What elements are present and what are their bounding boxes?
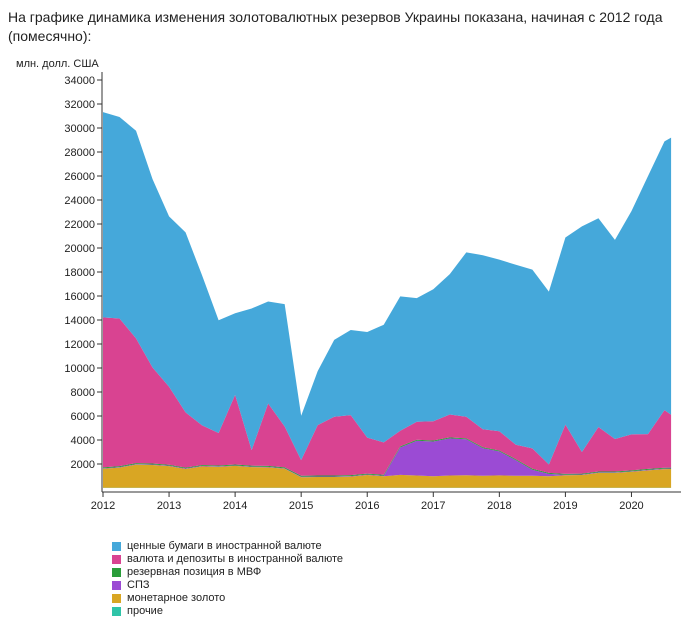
series-area-5	[103, 112, 672, 465]
y-tick-label-16: 34000	[64, 75, 95, 87]
y-tick-label-11: 24000	[64, 195, 95, 207]
legend-item-4: монетарное золото	[112, 592, 343, 605]
legend-item-1: валюта и депозиты в иностранной валюте	[112, 553, 343, 566]
legend-item-3: СПЗ	[112, 579, 343, 592]
x-tick-label-8: 2020	[619, 500, 643, 512]
y-tick-label-9: 20000	[64, 243, 95, 255]
legend-label-4: монетарное золото	[127, 592, 226, 604]
x-tick-label-5: 2017	[421, 500, 445, 512]
series-area-4	[103, 317, 672, 476]
stacked-area-chart: 2000 4000 6000 8000 10000 12000 14000 16000 1800…	[64, 72, 681, 512]
legend-label-1: валюта и депозиты в иностранной валюте	[127, 553, 344, 565]
legend-swatch-1	[112, 555, 121, 564]
legend-item-5: прочие	[112, 605, 343, 618]
y-tick-label-5: 12000	[64, 339, 95, 351]
y-tick-label-2: 6000	[71, 411, 95, 423]
x-tick-label-2: 2014	[223, 500, 247, 512]
legend-swatch-5	[112, 607, 121, 616]
legend-item-2: резервная позиция в МВФ	[112, 566, 343, 579]
x-tick-label-4: 2016	[355, 500, 379, 512]
legend-swatch-3	[112, 581, 121, 590]
y-tick-label-15: 32000	[64, 99, 95, 111]
chart-description: На графике динамика изменения золотовалю…	[8, 9, 663, 44]
legend-swatch-2	[112, 568, 121, 577]
y-tick-label-14: 30000	[64, 123, 95, 135]
y-tick-label-4: 10000	[64, 363, 95, 375]
series-area-1	[103, 464, 672, 488]
y-tick-label-3: 8000	[71, 387, 95, 399]
x-tick-label-6: 2018	[487, 500, 511, 512]
x-tick-label-3: 2015	[289, 500, 313, 512]
y-tick-label-6: 14000	[64, 315, 95, 327]
y-tick-label-1: 4000	[71, 435, 95, 447]
x-tick-label-0: 2012	[91, 500, 115, 512]
chart-legend: ценные бумаги в иностранной валюте валюта…	[112, 540, 343, 618]
y-tick-label-13: 28000	[64, 147, 95, 159]
y-tick-label-12: 26000	[64, 171, 95, 183]
legend-label-0: ценные бумаги в иностранной валюте	[127, 540, 322, 552]
x-tick-label-1: 2013	[157, 500, 181, 512]
y-tick-label-7: 16000	[64, 291, 95, 303]
legend-item-0: ценные бумаги в иностранной валюте	[112, 540, 343, 553]
legend-swatch-4	[112, 594, 121, 603]
legend-label-5: прочие	[127, 605, 163, 617]
legend-label-3: СПЗ	[127, 579, 150, 591]
y-tick-label-10: 22000	[64, 219, 95, 231]
legend-swatch-0	[112, 542, 121, 551]
x-tick-label-7: 2019	[553, 500, 577, 512]
y-tick-label-8: 18000	[64, 267, 95, 279]
y-axis-unit-label: млн. долл. США	[16, 58, 99, 70]
y-tick-label-0: 2000	[71, 459, 95, 471]
legend-label-2: резервная позиция в МВФ	[127, 566, 262, 578]
